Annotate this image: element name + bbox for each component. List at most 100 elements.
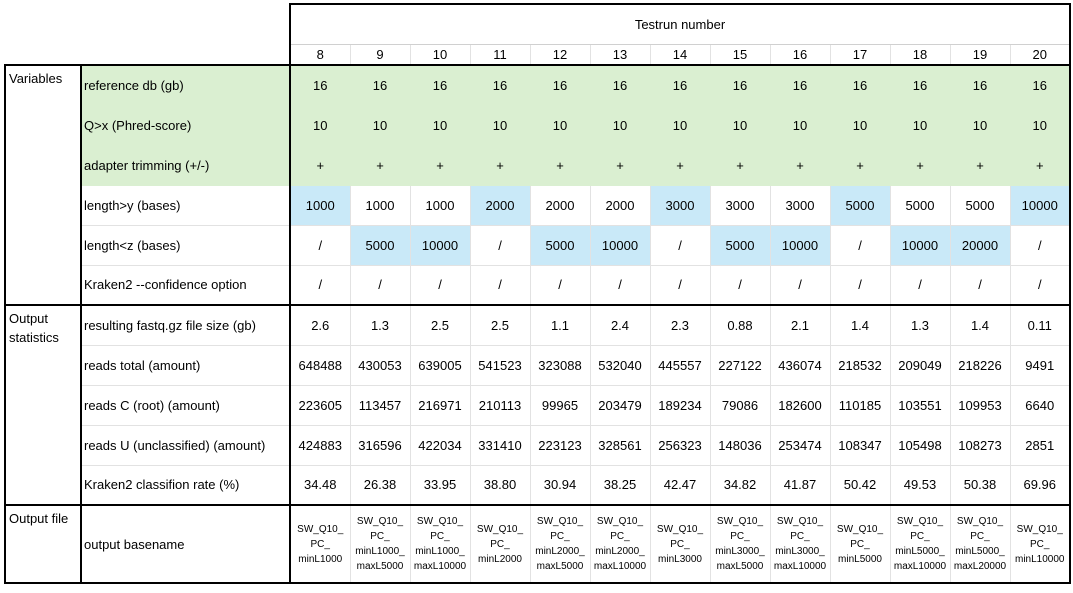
table-cell: /: [1009, 265, 1071, 306]
run-number-cell: 10: [409, 43, 470, 66]
table-cell: 30.94: [529, 465, 590, 506]
table-cell: SW_Q10_ PC_ minL2000: [469, 504, 530, 584]
table-cell: 10000: [409, 225, 470, 266]
table-cell: /: [829, 225, 890, 266]
run-number-cell: 9: [349, 43, 410, 66]
empty-corner: [5, 4, 290, 44]
table-cell: 10000: [589, 225, 650, 266]
table-cell: /: [289, 265, 350, 306]
table-row: Kraken2 --confidence option / / / / / / / / / / / / /: [5, 265, 1071, 306]
table-cell: 109953: [949, 385, 1010, 426]
table-cell: 2.3: [649, 304, 710, 346]
basename-part: minL1000_: [355, 546, 405, 557]
table-cell: /: [829, 265, 890, 306]
table-cell: 6640: [1009, 385, 1071, 426]
table-row: reads U (unclassified) (amount) 424883 316…: [5, 425, 1071, 466]
row-label: reference db (gb): [81, 64, 291, 106]
table-cell: 33.95: [409, 465, 470, 506]
basename-part: SW_Q10_: [656, 523, 704, 535]
table-cell: SW_Q10_ PC_ minL5000: [829, 504, 890, 584]
basename-part: maxL10000: [413, 561, 467, 572]
row-label: adapter trimming (+/-): [81, 145, 291, 186]
run-number-cell: 8: [289, 43, 350, 66]
basename-part: SW_Q10_: [356, 516, 404, 527]
basename-part: minL3000: [658, 553, 702, 565]
table-cell: 113457: [349, 385, 410, 426]
table-cell: /: [349, 265, 410, 306]
row-label: reads total (amount): [81, 345, 291, 386]
table-cell: 1000: [409, 185, 470, 226]
row-label: reads C (root) (amount): [81, 385, 291, 426]
table-row: reads C (root) (amount) 223605 113457 21697…: [5, 385, 1071, 426]
table-cell: +: [829, 145, 890, 186]
table-cell: 10: [529, 105, 590, 146]
table-cell: 38.25: [589, 465, 650, 506]
table-cell: 16: [289, 64, 350, 106]
table-cell: 1.1: [529, 304, 590, 346]
table-cell: 0.88: [709, 304, 770, 346]
table-cell: 0.11: [1009, 304, 1071, 346]
table-cell: 16: [709, 64, 770, 106]
table-cell: 34.48: [289, 465, 350, 506]
table-cell: 16: [1009, 64, 1071, 106]
table-cell: 316596: [349, 425, 410, 466]
basename-part: PC_: [790, 531, 810, 542]
basename-part: PC_: [430, 531, 450, 542]
basename-part: maxL20000: [953, 561, 1007, 572]
table-cell: /: [889, 265, 950, 306]
basename-part: SW_Q10_: [956, 516, 1004, 527]
table-row: Output file output basename SW_Q10_ PC_ min…: [4, 504, 1071, 584]
run-number-cell: 14: [649, 43, 710, 66]
basename-part: minL2000: [478, 553, 522, 565]
table-cell: 16: [349, 64, 410, 106]
table-row: Q>x (Phred-score) 10 10 10 10 10 10 10 10 10 10 10 1…: [5, 105, 1071, 146]
run-number-cell: 17: [829, 43, 890, 66]
table-cell: 5000: [889, 185, 950, 226]
basename-part: SW_Q10_: [536, 516, 584, 527]
table-cell: 2000: [589, 185, 650, 226]
table-cell: 20000: [949, 225, 1010, 266]
table-cell: 182600: [769, 385, 830, 426]
table-cell: 41.87: [769, 465, 830, 506]
table-cell: +: [1009, 145, 1071, 186]
basename-part: SW_Q10_: [297, 523, 344, 535]
table-cell: 10: [709, 105, 770, 146]
table-cell: 445557: [649, 345, 710, 386]
table-cell: +: [649, 145, 710, 186]
table-cell: SW_Q10_ PC_ minL3000: [649, 504, 710, 584]
table-cell: 5000: [529, 225, 590, 266]
table-cell: 50.42: [829, 465, 890, 506]
table-cell: 3000: [769, 185, 830, 226]
basename-part: maxL5000: [356, 561, 404, 572]
basename-part: maxL10000: [593, 561, 647, 572]
table-cell: /: [649, 225, 710, 266]
basename-part: PC_: [610, 531, 630, 542]
run-number-cell: 18: [889, 43, 950, 66]
table-cell: 5000: [709, 225, 770, 266]
table-row: Output statistics resulting fastq.gz fil…: [4, 304, 1071, 505]
run-number-cell: 15: [709, 43, 770, 66]
table-cell: 148036: [709, 425, 770, 466]
run-number-cell: 11: [469, 43, 530, 66]
basename-part: SW_Q10_: [836, 523, 884, 535]
table-cell: 103551: [889, 385, 950, 426]
table-cell: 189234: [649, 385, 710, 426]
table-cell: 16: [649, 64, 710, 106]
table-cell: 223123: [529, 425, 590, 466]
table-cell: 108347: [829, 425, 890, 466]
table-cell: 532040: [589, 345, 650, 386]
basename-part: minL2000_: [595, 546, 645, 557]
table-cell: 5000: [349, 225, 410, 266]
table-cell: /: [709, 265, 770, 306]
table-cell: 110185: [829, 385, 890, 426]
table-cell: +: [769, 145, 830, 186]
table-cell: +: [529, 145, 590, 186]
table-cell: SW_Q10_ PC_ minL3000_ maxL10000: [769, 504, 830, 584]
table-cell: SW_Q10_ PC_ minL10000: [1009, 504, 1071, 584]
table-cell: 2000: [469, 185, 530, 226]
table-cell: 227122: [709, 345, 770, 386]
table-cell: 69.96: [1009, 465, 1071, 506]
table-cell: 10: [889, 105, 950, 146]
table-cell: SW_Q10_ PC_ minL5000_ maxL10000: [889, 504, 950, 584]
table-cell: 3000: [709, 185, 770, 226]
